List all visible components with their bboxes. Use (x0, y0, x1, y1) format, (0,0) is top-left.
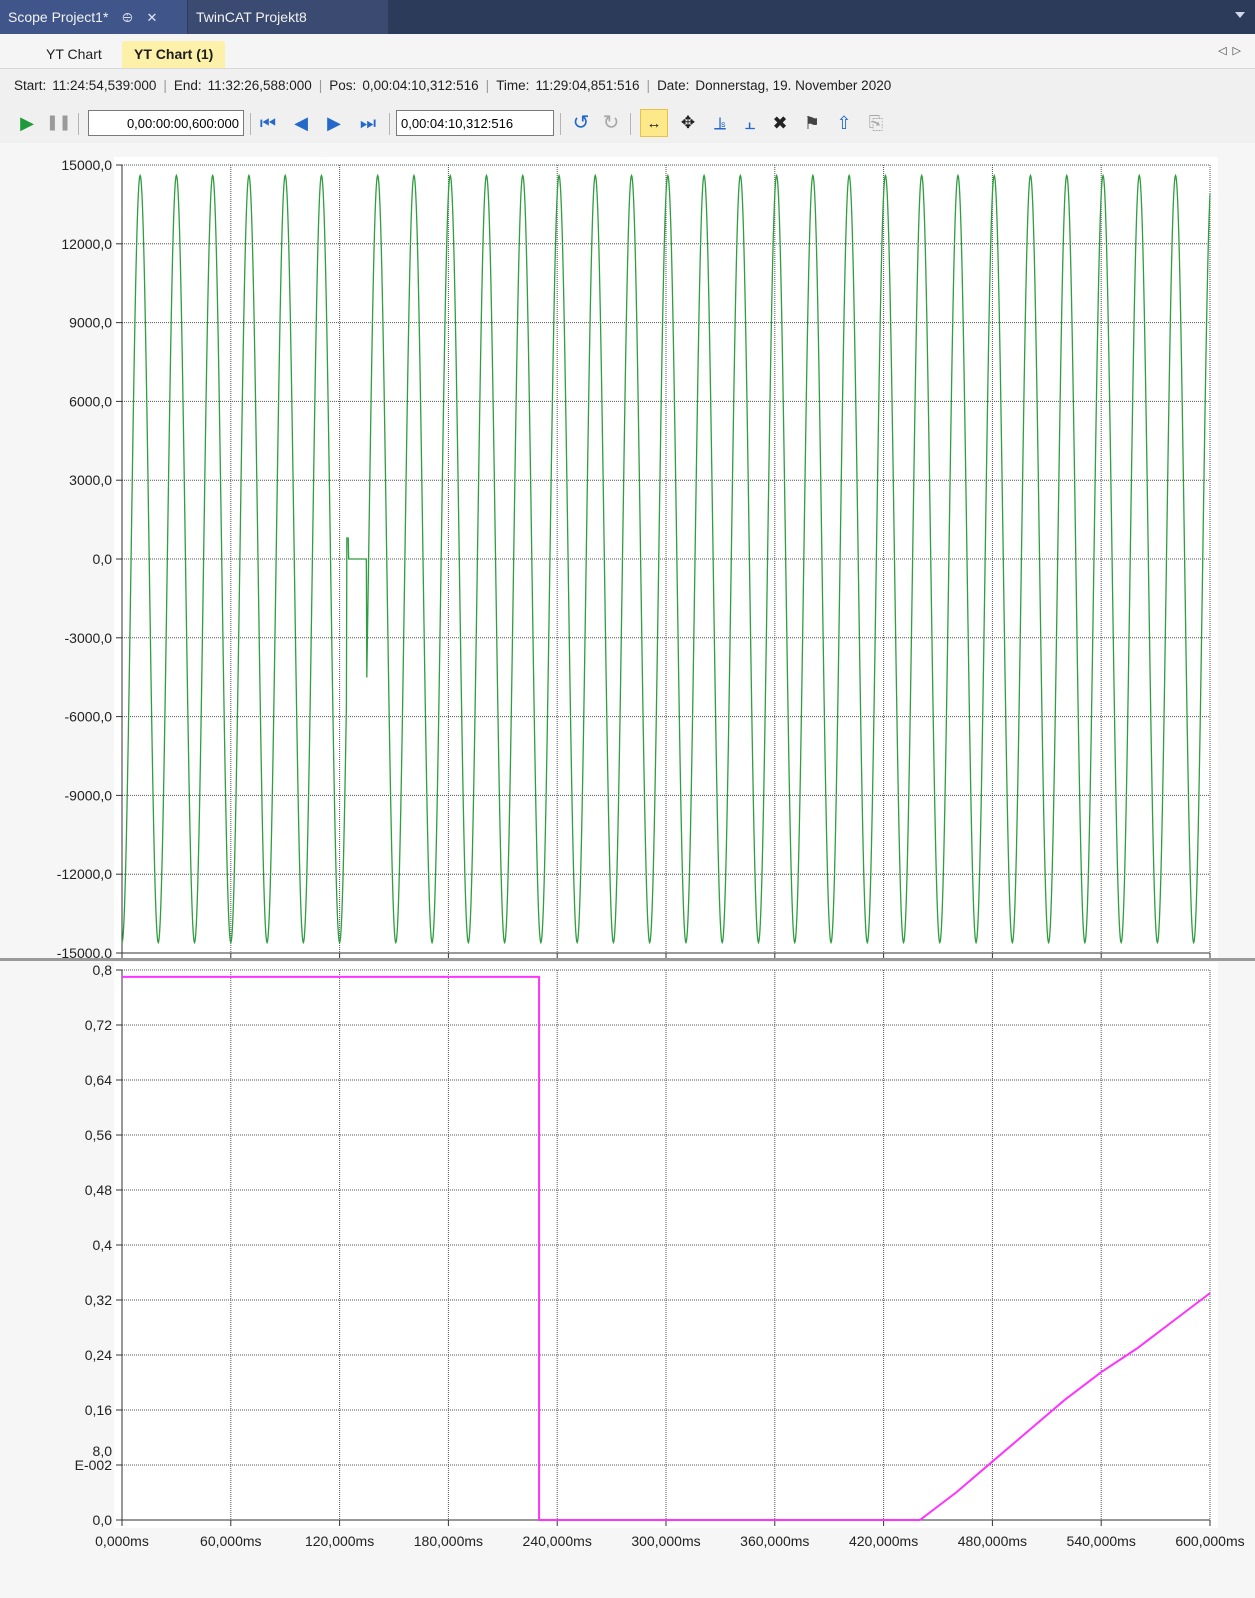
y-tick-label: 0,16 (85, 1402, 112, 1418)
undo-icon[interactable]: ↺ (572, 112, 590, 134)
redo-icon[interactable]: ↻ (602, 112, 620, 134)
x-tick-label: 300,000ms (631, 1533, 700, 1549)
doc-tab-label: TwinCAT Projekt8 (196, 9, 307, 25)
cursor-off-icon[interactable]: ✖ (772, 113, 788, 133)
export-icon[interactable]: ⇧ (836, 113, 852, 133)
x-tick-label: 120,000ms (305, 1533, 374, 1549)
y-tick-label: E-002 (75, 1457, 113, 1473)
y-tick-label: 0,24 (85, 1347, 112, 1363)
tab-yt-chart-1[interactable]: YT Chart (1) (122, 41, 226, 68)
y-tick-label: 0,32 (85, 1292, 112, 1308)
prev-icon[interactable]: ◀ (294, 113, 308, 133)
pos-label: Pos: (329, 78, 357, 93)
date-value: Donnerstag, 19. November 2020 (695, 78, 892, 93)
position-input[interactable] (396, 110, 554, 136)
close-icon[interactable]: ✕ (146, 10, 158, 25)
y-tick-label: 0,72 (85, 1017, 112, 1033)
series-line-1 (121, 173, 1211, 945)
zoom-y-icon[interactable]: ⫡ (713, 113, 726, 133)
info-bar: Start: 11:24:54,539:000 | End: 11:32:26,588:… (0, 69, 1255, 103)
trigger-icon[interactable]: ⎘ (868, 113, 884, 133)
x-tick-label: 360,000ms (740, 1533, 809, 1549)
series-line-2 (122, 975, 1211, 1521)
pan-xy-icon[interactable]: ✥ (680, 113, 696, 132)
y-tick-label: 15000,0 (61, 157, 112, 173)
first-icon[interactable]: ⏮ (259, 113, 277, 133)
y-tick-label: 6000,0 (69, 393, 112, 409)
pos-value: 0,00:04:10,312:516 (362, 78, 479, 93)
chevron-down-icon[interactable] (1235, 12, 1245, 18)
chart-area: 15000,0 12000,0 9000,0 6000,0 3000,0 0,0 -3000… (0, 143, 1255, 1598)
time-label: Time: (496, 78, 530, 93)
y-tick-label: 0,48 (85, 1182, 112, 1198)
y-tick-label: 0,4 (93, 1237, 113, 1253)
chart-upper[interactable]: 15000,0 12000,0 9000,0 6000,0 3000,0 0,0 -3000… (0, 143, 1255, 958)
x-tick-label: 60,000ms (200, 1533, 261, 1549)
end-value: 11:32:26,588:000 (207, 78, 312, 93)
x-tick-label: 0,000ms (95, 1533, 149, 1549)
y-tick-label: 8,0 (93, 1443, 113, 1459)
doc-tab-label: Scope Project1* (8, 9, 109, 25)
reset-axis-icon[interactable]: ⚑ (803, 113, 821, 133)
y-tick-label: -6000,0 (65, 709, 113, 725)
x-tick-label: 600,000ms (1175, 1533, 1244, 1549)
doc-tab-twincat-project[interactable]: TwinCAT Projekt8 (188, 0, 388, 34)
y-tick-label: 9000,0 (69, 315, 112, 331)
pan-x-icon[interactable]: ↔ (640, 109, 668, 137)
x-tick-label: 420,000ms (849, 1533, 918, 1549)
y-tick-label: 0,64 (85, 1072, 112, 1088)
x-tick-label: 540,000ms (1067, 1533, 1136, 1549)
y-tick-label: 12000,0 (61, 236, 112, 252)
y-tick-label: 0,0 (93, 1512, 113, 1528)
date-label: Date: (657, 78, 690, 93)
start-value: 11:24:54,539:000 (52, 78, 157, 93)
tab-yt-chart[interactable]: YT Chart (46, 46, 102, 62)
pin-icon[interactable]: ⨸ (122, 10, 133, 25)
chart-splitter[interactable] (0, 958, 1255, 961)
chart-lower[interactable]: 0,8 0,72 0,64 0,56 0,48 0,4 0,32 0,24 0,16 8,0E-0… (0, 958, 1255, 1598)
y-tick-label: -12000,0 (57, 866, 112, 882)
x-tick-label: 480,000ms (958, 1533, 1027, 1549)
pause-icon[interactable]: ❚❚ (46, 114, 72, 131)
zoom-y2-icon[interactable]: ⫠ (744, 113, 756, 133)
last-icon[interactable]: ⏭ (359, 113, 377, 133)
chart-tab-strip: YT Chart YT Chart (1) ◁▷ (0, 34, 1255, 69)
toolbar: ▶ ❚❚ ⏮ ◀ ▶ ⏭ ↺ ↻ ↔ ✥ ⫡ ⫠ ✖ ⚑ ⇧ ⎘ (0, 104, 1255, 142)
x-tick-label: 180,000ms (414, 1533, 483, 1549)
next-icon[interactable]: ▶ (327, 113, 341, 133)
start-label: Start: (14, 78, 47, 93)
y-tick-label: 3000,0 (69, 472, 112, 488)
doc-tab-scope-project[interactable]: Scope Project1* ⨸ ✕ (0, 0, 187, 34)
time-value: 11:29:04,851:516 (535, 78, 640, 93)
play-icon[interactable]: ▶ (20, 113, 34, 133)
tab-scroll-arrows-icon[interactable]: ◁▷ (1218, 45, 1247, 57)
x-tick-label: 240,000ms (523, 1533, 592, 1549)
interval-input[interactable] (88, 110, 244, 136)
document-tab-strip: Scope Project1* ⨸ ✕ TwinCAT Projekt8 (0, 0, 1255, 34)
end-label: End: (173, 78, 202, 93)
y-tick-label: -15000,0 (57, 945, 112, 958)
y-tick-label: 0,56 (85, 1127, 112, 1143)
y-tick-label: -3000,0 (65, 630, 113, 646)
y-tick-label: 0,8 (93, 962, 113, 978)
y-tick-label: -9000,0 (65, 787, 113, 803)
y-tick-label: 0,0 (93, 551, 113, 567)
